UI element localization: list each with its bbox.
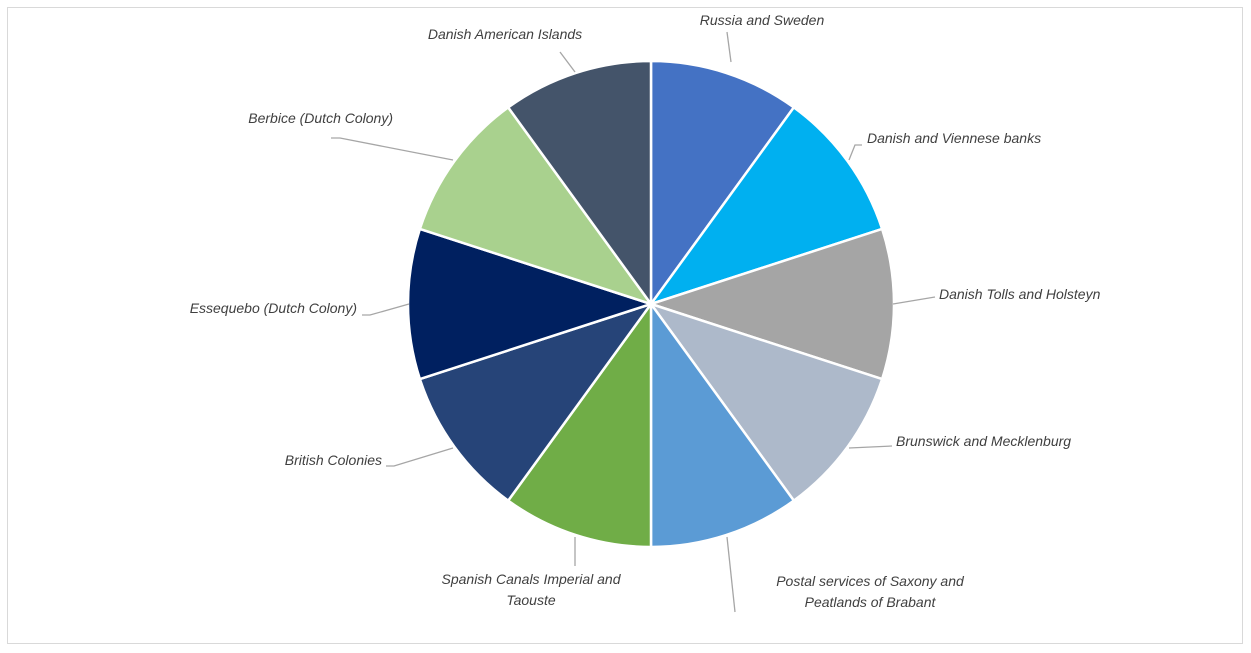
pie-slice (649, 59, 796, 308)
slice-label: Russia and Sweden (700, 12, 825, 28)
pie-slice (647, 301, 884, 503)
pie-slice (418, 105, 655, 307)
slice-label: Postal services of Saxony and Peatlands o… (776, 573, 965, 610)
slice-label: Spanish Canals Imperial and Taouste (442, 571, 622, 608)
leader-line (726, 31, 732, 63)
leader-line (331, 137, 454, 161)
pie-slice (506, 59, 653, 308)
slice-label: Danish American Islands (428, 26, 582, 42)
leader-line (848, 445, 893, 449)
slice-label: British Colonies (285, 452, 382, 468)
pie-slice (418, 301, 655, 503)
slice-label: Brunswick and Mecklenburg (896, 433, 1071, 449)
leader-line (362, 303, 410, 316)
slice-label: Danish Tolls and Holsteyn (939, 286, 1101, 302)
leader-line (726, 536, 736, 613)
pie-slice (506, 300, 653, 549)
leader-line (892, 296, 936, 305)
leader-line (848, 144, 862, 161)
chart-area (7, 7, 1243, 644)
pie-slice (649, 300, 796, 549)
slice-label: Berbice (Dutch Colony) (248, 110, 393, 126)
pie-slice (647, 105, 884, 307)
slice-label: Essequebo (Dutch Colony) (190, 300, 357, 316)
leader-line (559, 51, 576, 73)
leader-line (386, 447, 454, 467)
slice-label: Danish and Viennese banks (867, 130, 1041, 146)
